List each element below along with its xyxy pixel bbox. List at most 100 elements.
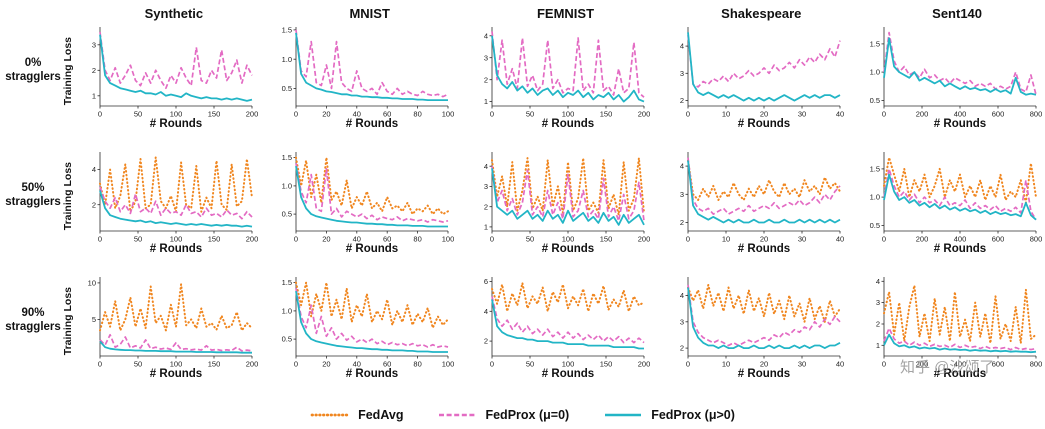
svg-text:150: 150 [600, 110, 613, 119]
svg-text:50: 50 [526, 360, 534, 369]
svg-text:1.5: 1.5 [282, 153, 292, 162]
fedprox-mu0-line-sample-icon [439, 413, 476, 417]
svg-text:4: 4 [680, 291, 684, 300]
chart-cell-sent140-90pct: 0 200 400 600 800 1 2 3 4 # Rounds [846, 273, 1042, 380]
svg-text:20: 20 [322, 110, 330, 119]
chart-cell-shakespeare-90pct: 0 10 20 30 40 2 3 4 # Rounds [650, 273, 846, 380]
row-label-text: 50% stragglers [5, 182, 61, 208]
row-label-text: 0% stragglers [5, 57, 61, 83]
svg-text:200: 200 [916, 235, 929, 244]
svg-text:20: 20 [322, 235, 330, 244]
svg-text:30: 30 [798, 235, 806, 244]
svg-text:30: 30 [798, 360, 806, 369]
chart-cell-shakespeare-0pct: 0 10 20 30 40 2 3 4 # Rounds [650, 23, 846, 130]
svg-text:1.5: 1.5 [870, 165, 880, 174]
svg-text:0: 0 [490, 110, 494, 119]
x-axis-label: # Rounds [149, 368, 203, 380]
line-chart-shakespeare-50pct: 0 10 20 30 40 2 3 4 [680, 152, 844, 244]
svg-text:4: 4 [484, 31, 488, 40]
line-chart-synthetic-90pct: 0 50 100 150 200 5 10 [88, 277, 258, 369]
chart-cell-femnist-90pct: 0 50 100 150 200 2 4 6 # Rounds [454, 273, 650, 380]
svg-text:1: 1 [484, 223, 488, 232]
column-title-synthetic: Synthetic [144, 5, 204, 21]
svg-text:800: 800 [1030, 110, 1042, 119]
svg-text:600: 600 [992, 235, 1005, 244]
chart-cell-mnist-90pct: 0 20 40 60 80 100 0.5 1.0 1.5 # Rounds [258, 273, 454, 380]
svg-text:50: 50 [134, 235, 142, 244]
column-title-sent140: Sent140 [932, 5, 983, 21]
svg-text:4: 4 [92, 165, 96, 174]
svg-text:150: 150 [208, 110, 221, 119]
svg-text:4: 4 [484, 162, 488, 171]
svg-text:2: 2 [92, 66, 96, 75]
svg-text:3: 3 [876, 298, 880, 307]
x-axis-label: # Rounds [541, 243, 595, 255]
svg-text:4: 4 [876, 277, 880, 286]
spacer [258, 23, 270, 119]
svg-text:20: 20 [760, 360, 768, 369]
x-axis-label: # Rounds [737, 368, 791, 380]
svg-text:20: 20 [760, 235, 768, 244]
x-axis-label: # Rounds [933, 368, 987, 380]
svg-text:0.5: 0.5 [870, 96, 880, 105]
svg-text:150: 150 [208, 235, 221, 244]
svg-text:200: 200 [246, 110, 258, 119]
chart-cell-synthetic-50pct: Training Loss 0 50 100 150 200 2 4 # Rounds [62, 148, 258, 255]
svg-text:40: 40 [353, 235, 361, 244]
line-chart-sent140-0pct: 0 200 400 600 800 0.5 1.0 1.5 [870, 27, 1042, 119]
row-label-90pct: 90% stragglers [4, 273, 62, 369]
svg-text:1.5: 1.5 [282, 278, 292, 287]
svg-text:2: 2 [484, 337, 488, 346]
x-axis-label: # Rounds [541, 368, 595, 380]
svg-text:60: 60 [383, 110, 391, 119]
line-chart-sent140-90pct: 0 200 400 600 800 1 2 3 4 [876, 277, 1042, 369]
spacer [258, 273, 270, 369]
svg-text:40: 40 [353, 110, 361, 119]
svg-text:1.0: 1.0 [870, 68, 880, 77]
svg-text:2: 2 [92, 200, 96, 209]
svg-text:1: 1 [92, 91, 96, 100]
svg-text:1.5: 1.5 [870, 40, 880, 49]
svg-text:20: 20 [760, 110, 768, 119]
svg-text:100: 100 [442, 235, 454, 244]
chart-cell-synthetic-90pct: Training Loss 0 50 100 150 200 5 10 # Rounds [62, 273, 258, 380]
svg-text:1.0: 1.0 [282, 307, 292, 316]
legend-label: FedProx (μ=0) [485, 408, 570, 422]
spacer [258, 148, 270, 244]
svg-text:150: 150 [600, 360, 613, 369]
svg-text:600: 600 [992, 360, 1005, 369]
line-chart-mnist-0pct: 0 20 40 60 80 100 0.5 1.0 1.5 [282, 26, 454, 119]
x-axis-label: # Rounds [737, 243, 791, 255]
legend-item-fedprox-mu0: FedProx (μ=0) [437, 408, 569, 422]
svg-text:400: 400 [954, 110, 967, 119]
column-title-femnist: FEMNIST [536, 5, 595, 21]
svg-text:0: 0 [294, 360, 298, 369]
svg-text:200: 200 [638, 235, 650, 244]
svg-text:40: 40 [836, 110, 844, 119]
svg-text:100: 100 [562, 360, 575, 369]
spacer [454, 273, 466, 369]
spacer [846, 23, 858, 119]
svg-text:2: 2 [876, 320, 880, 329]
spacer [650, 148, 662, 244]
svg-text:0.5: 0.5 [282, 335, 292, 344]
svg-text:1.0: 1.0 [282, 55, 292, 64]
svg-text:2: 2 [680, 96, 684, 105]
svg-text:200: 200 [638, 110, 650, 119]
line-chart-shakespeare-90pct: 0 10 20 30 40 2 3 4 [680, 277, 844, 369]
svg-text:6: 6 [484, 277, 488, 286]
chart-cell-mnist-50pct: 0 20 40 60 80 100 0.5 1.0 1.5 # Rounds [258, 148, 454, 255]
x-axis-label: # Rounds [149, 118, 203, 130]
svg-text:1.0: 1.0 [870, 193, 880, 202]
chart-cell-femnist-0pct: 0 50 100 150 200 1 2 3 4 # Rounds [454, 23, 650, 130]
svg-text:800: 800 [1030, 235, 1042, 244]
line-chart-shakespeare-0pct: 0 10 20 30 40 2 3 4 [680, 27, 844, 119]
row-label-0pct: 0% stragglers [4, 23, 62, 119]
legend-label: FedAvg [358, 408, 404, 422]
x-axis-label: # Rounds [737, 118, 791, 130]
x-axis-label: # Rounds [345, 243, 399, 255]
svg-text:100: 100 [170, 235, 183, 244]
svg-text:20: 20 [322, 360, 330, 369]
svg-text:4: 4 [680, 42, 684, 51]
line-chart-synthetic-50pct: 0 50 100 150 200 2 4 [92, 152, 258, 244]
